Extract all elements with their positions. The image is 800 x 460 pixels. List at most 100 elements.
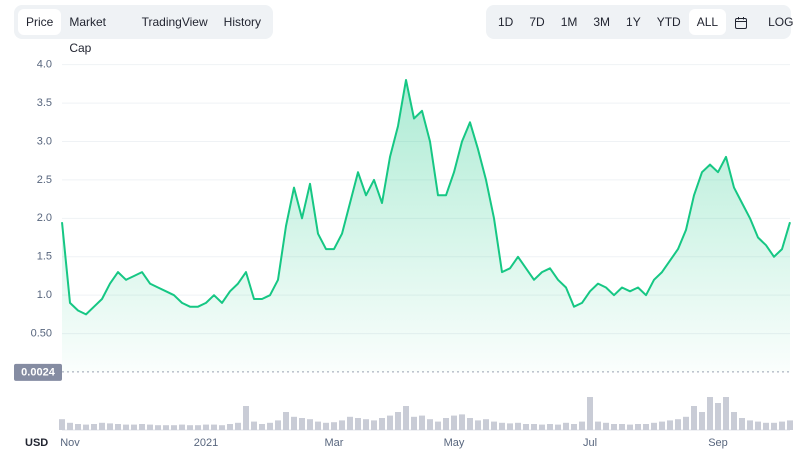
- range-group: 1D 7D 1M 3M 1Y YTD ALL LOG: [486, 5, 793, 39]
- volume-bar: [555, 424, 561, 430]
- volume-bar: [91, 424, 97, 430]
- calendar-button[interactable]: [726, 9, 756, 35]
- volume-bar: [739, 418, 745, 430]
- volume-bar: [683, 416, 689, 430]
- volume-bar: [723, 397, 729, 430]
- volume-bar: [563, 422, 569, 430]
- calendar-icon: [735, 16, 748, 29]
- y-tick-label: 4.0: [37, 59, 52, 71]
- volume-bar: [67, 422, 73, 430]
- tab[interactable]: History: [223, 15, 261, 29]
- y-tick-label: 1.5: [37, 251, 52, 263]
- volume-bar: [251, 421, 257, 430]
- log-button[interactable]: LOG: [768, 15, 794, 29]
- volume-bar: [179, 424, 185, 430]
- volume-bar: [395, 412, 401, 430]
- volume-bar: [123, 424, 129, 430]
- volume-bar: [307, 419, 313, 430]
- range-button[interactable]: 1D: [498, 15, 514, 29]
- volume-bar: [419, 415, 425, 430]
- volume-bar: [787, 420, 793, 430]
- volume-bar: [235, 422, 241, 430]
- volume-bar: [171, 425, 177, 430]
- x-tick-label: Jul: [583, 437, 597, 449]
- volume-bar: [291, 416, 297, 430]
- volume-bar: [763, 422, 769, 430]
- volume-bar: [619, 424, 625, 430]
- volume-bar: [523, 424, 529, 430]
- range-button[interactable]: YTD: [656, 15, 681, 29]
- y-tick-label: 2.5: [37, 174, 52, 186]
- y-tick-label: 1.0: [37, 289, 52, 301]
- tab[interactable]: Market Cap: [69, 15, 107, 55]
- volume-bar: [331, 422, 337, 430]
- volume-bar: [227, 424, 233, 430]
- volume-bar: [651, 422, 657, 430]
- volume-bar: [355, 418, 361, 430]
- reference-label-box: [14, 363, 62, 381]
- volume-bar: [315, 421, 321, 430]
- volume-bar: [195, 425, 201, 430]
- range-button[interactable]: 1M: [560, 15, 578, 29]
- volume-bar: [219, 425, 225, 430]
- volume-bar: [163, 425, 169, 430]
- reference-label: 0.0024: [21, 367, 56, 379]
- volume-bar: [299, 418, 305, 430]
- volume-bar: [275, 420, 281, 430]
- volume-bar: [75, 424, 81, 430]
- volume-bar: [675, 419, 681, 430]
- volume-bar: [659, 421, 665, 430]
- volume-bar: [699, 412, 705, 430]
- x-tick-label: Mar: [325, 437, 344, 449]
- tab[interactable]: TradingView: [141, 15, 208, 29]
- range-button[interactable]: 3M: [593, 15, 611, 29]
- volume-bar: [115, 424, 121, 430]
- volume-bar: [435, 421, 441, 430]
- volume-bar: [731, 412, 737, 430]
- volume-bar: [755, 421, 761, 430]
- volume-bar: [707, 397, 713, 430]
- currency-label: USD: [25, 437, 48, 449]
- range-button[interactable]: 1Y: [626, 15, 641, 29]
- volume-bar: [107, 423, 113, 430]
- volume-bar: [467, 418, 473, 430]
- price-line: [61, 79, 791, 316]
- volume-bar: [587, 397, 593, 430]
- volume-bar: [155, 425, 161, 430]
- volume-bar: [99, 422, 105, 430]
- volume-bar: [579, 421, 585, 430]
- volume-bar: [243, 406, 249, 430]
- volume-bar: [475, 420, 481, 430]
- tab-group: Price Market Cap TradingView History: [14, 5, 273, 55]
- x-tick-label: Sep: [708, 437, 728, 449]
- x-tick-label: Nov: [60, 437, 80, 449]
- y-tick-label: 3.0: [37, 135, 52, 147]
- volume-bar: [259, 424, 265, 430]
- volume-bar: [83, 424, 89, 430]
- tab[interactable]: Price: [18, 9, 62, 35]
- volume-bar: [59, 419, 65, 430]
- volume-bar: [643, 424, 649, 430]
- volume-bar: [323, 422, 329, 430]
- volume-bar: [139, 424, 145, 430]
- y-tick-label: 2.0: [37, 212, 52, 224]
- volume-bar: [211, 424, 217, 430]
- volume-bar: [363, 419, 369, 430]
- volume-bar: [131, 424, 137, 430]
- volume-bar: [611, 424, 617, 430]
- volume-bar: [267, 422, 273, 430]
- volume-bar: [691, 406, 697, 430]
- range-button[interactable]: 7D: [529, 15, 545, 29]
- volume-bar: [483, 419, 489, 430]
- volume-bar: [779, 421, 785, 430]
- volume-bar: [491, 421, 497, 430]
- volume-bar: [507, 423, 513, 430]
- volume-bar: [187, 425, 193, 430]
- volume-bar: [403, 406, 409, 430]
- volume-bar: [451, 415, 457, 430]
- range-button[interactable]: ALL: [688, 9, 727, 35]
- x-tick-label: 2021: [194, 437, 218, 449]
- price-area: [62, 80, 790, 372]
